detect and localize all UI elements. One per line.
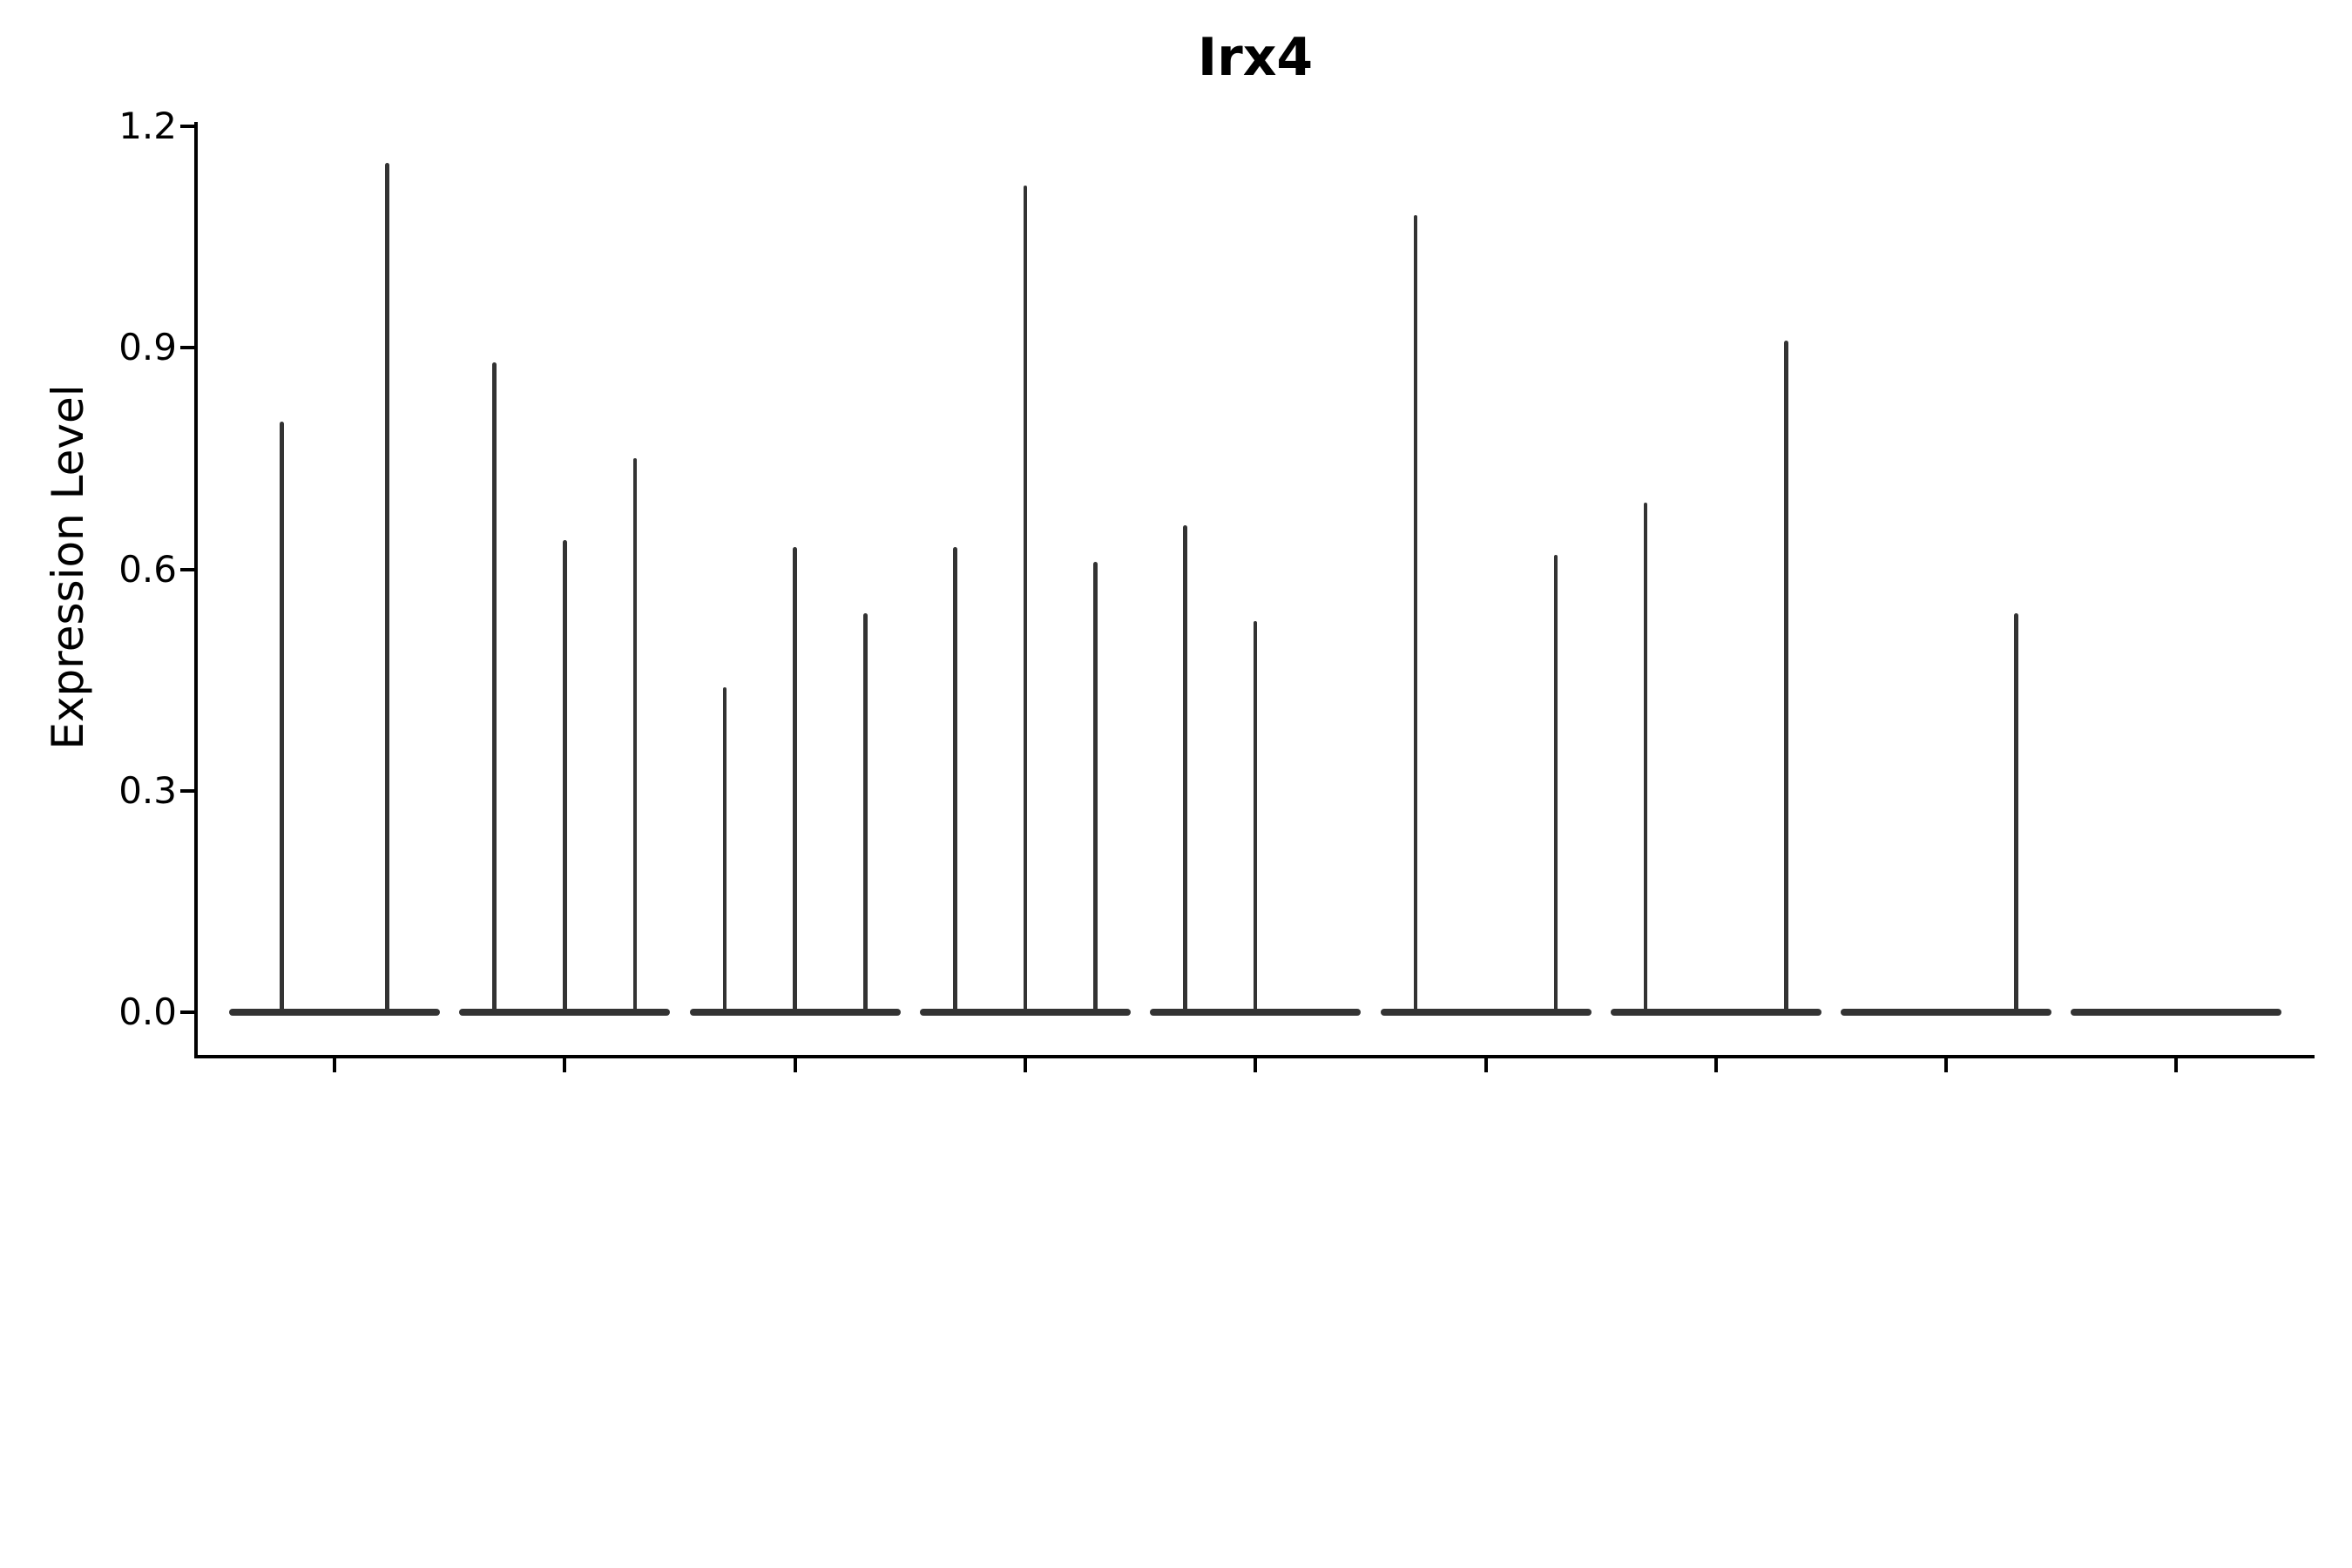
violin-base	[2071, 1009, 2282, 1016]
y-tick-label: 1.2	[118, 105, 177, 147]
violin-base	[1150, 1009, 1362, 1016]
violin-spike	[563, 539, 567, 1012]
violin-base	[229, 1009, 440, 1016]
y-tick-mark	[180, 125, 194, 128]
x-tick-mark	[1023, 1058, 1027, 1072]
violin-spike	[862, 613, 868, 1012]
y-tick-mark	[180, 346, 194, 350]
y-tick-mark	[180, 1010, 194, 1014]
x-axis-spine	[194, 1055, 2315, 1058]
violin-base	[1380, 1009, 1592, 1016]
x-tick-mark	[1254, 1058, 1258, 1072]
violin-spike	[1183, 524, 1187, 1012]
violin-spike	[1784, 340, 1788, 1012]
violin-spike	[722, 687, 727, 1012]
violin-spike	[1643, 503, 1648, 1012]
violin-spike	[1023, 185, 1028, 1012]
y-tick-mark	[180, 788, 194, 793]
y-tick-label: 0.0	[118, 990, 177, 1033]
x-tick-mark	[1944, 1058, 1949, 1072]
chart-title: Irx4	[1197, 27, 1314, 88]
y-tick-label: 0.3	[118, 768, 177, 812]
violin-spike	[1413, 214, 1418, 1012]
violin-base	[689, 1009, 901, 1016]
x-tick-mark	[2174, 1058, 2179, 1072]
y-tick-label: 0.9	[118, 326, 177, 369]
x-tick-mark	[1484, 1058, 1488, 1072]
violin-spike	[952, 547, 957, 1012]
violin-base	[919, 1009, 1131, 1016]
violin-spike	[1253, 620, 1258, 1012]
x-tick-mark	[563, 1058, 567, 1072]
violin-spike	[1553, 554, 1558, 1012]
violin-base	[459, 1009, 671, 1016]
x-tick-mark	[793, 1058, 797, 1072]
y-tick-mark	[180, 567, 194, 571]
violin-spike	[793, 547, 797, 1012]
violin-spike	[2014, 613, 2019, 1012]
x-tick-mark	[1713, 1058, 1718, 1072]
violin-base	[1610, 1009, 1821, 1016]
violin-spike	[492, 362, 497, 1012]
violin-spike	[385, 163, 389, 1012]
violin-spike	[632, 458, 638, 1012]
violin-base	[1841, 1009, 2052, 1016]
violin-spike	[280, 422, 284, 1012]
y-tick-label: 0.6	[118, 547, 177, 591]
y-axis-spine	[194, 122, 198, 1058]
violin-spike	[1093, 562, 1098, 1012]
x-tick-mark	[333, 1058, 336, 1072]
